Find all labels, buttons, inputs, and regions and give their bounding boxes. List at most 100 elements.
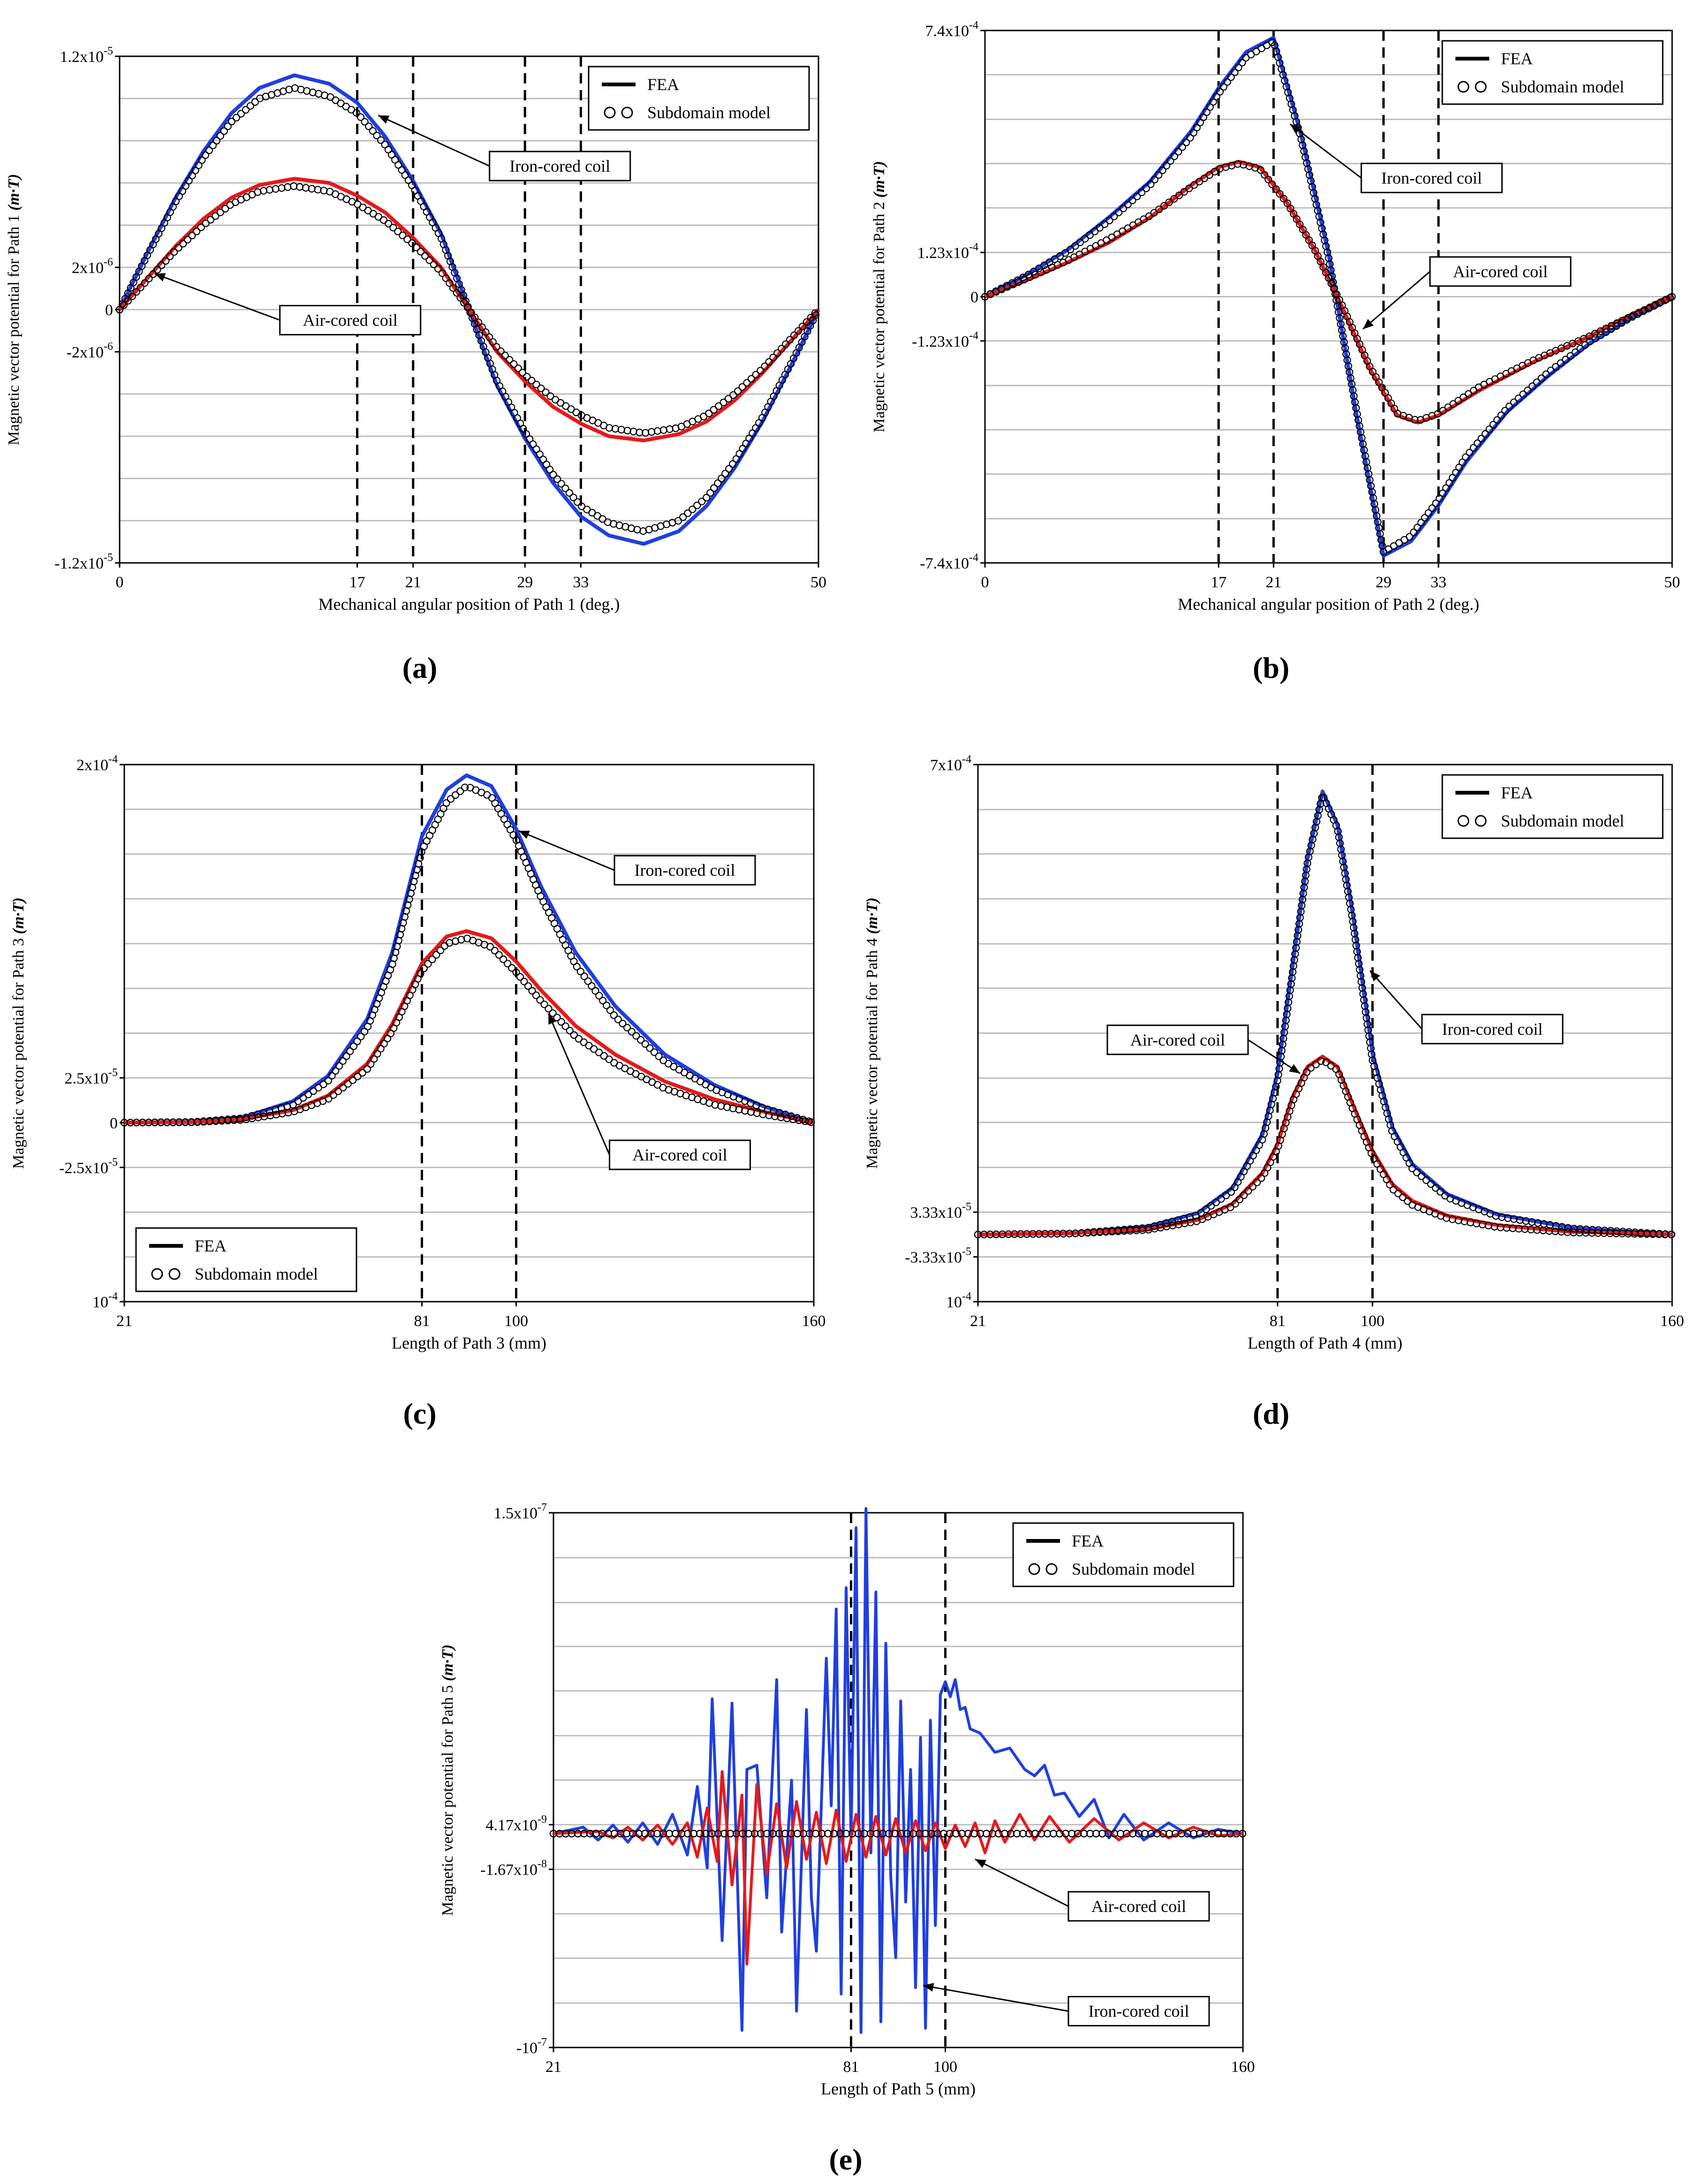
y-tick-label-base: 7.4x10 (925, 23, 969, 40)
subdomain-marker-iron (1202, 1206, 1210, 1213)
y-tick-label: 2.5x10-5 (65, 1067, 118, 1087)
subdomain-marker-iron (369, 127, 377, 135)
subdomain-marker-air (436, 947, 445, 955)
subdomain-marker-iron (1159, 167, 1166, 174)
subdomain-marker-air (1189, 1829, 1198, 1838)
subdomain-marker-iron (1424, 509, 1432, 517)
subdomain-marker-air (417, 248, 425, 256)
subdomain-marker-iron (1066, 245, 1075, 254)
subdomain-marker-air (367, 1060, 375, 1068)
subdomain-marker-air (1327, 1062, 1335, 1070)
subdomain-marker-iron (1410, 528, 1418, 537)
subdomain-marker-iron (1481, 430, 1489, 438)
subdomain-marker-iron (447, 795, 455, 803)
y-tick-label: -2.5x10-5 (59, 1156, 118, 1177)
series-line-iron-fea (553, 1507, 1243, 2034)
x-tick-label: 81 (843, 2058, 859, 2076)
y-axis-label-text: Magnetic vector potential for Path 2 (871, 197, 888, 432)
subdomain-marker-iron (628, 1028, 636, 1036)
subdomain-marker-air (711, 1101, 719, 1109)
subdomain-marker-air (1160, 202, 1168, 210)
subdomain-marker-air (1165, 1829, 1174, 1838)
subdomain-marker-iron (614, 1016, 622, 1024)
y-tick-label-base: 2x10 (76, 757, 108, 774)
y-tick-label: -1.2x10-5 (54, 552, 113, 572)
subdomain-marker-air (546, 392, 554, 400)
y-axis-label: Magnetic vector potential for Path 5 (m·… (439, 1645, 456, 1916)
subdomain-marker-iron (698, 498, 706, 506)
subdomain-marker-iron (398, 166, 406, 174)
x-tick-label: 81 (1270, 1312, 1286, 1330)
y-tick-label-exponent: -5 (104, 45, 113, 57)
subdomain-marker-air (566, 1027, 574, 1035)
y-tick-label: 2x10-6 (72, 256, 113, 277)
subdomain-marker-iron (365, 122, 373, 130)
subdomain-marker-iron (569, 493, 577, 501)
subdomain-marker-air (501, 351, 509, 360)
subdomain-marker-air (982, 1829, 991, 1838)
annotation-box (489, 151, 631, 182)
subdomain-marker-air (1668, 293, 1676, 301)
y-tick-label-base: -2x10 (67, 344, 104, 361)
subdomain-marker-air (334, 1087, 342, 1095)
series-line-air-fea (984, 159, 1673, 425)
subdomain-marker-air (308, 185, 316, 193)
subdomain-marker-air (320, 187, 328, 195)
subdomain-marker-air (773, 349, 781, 357)
annotation-label: Iron-cored coil (1088, 2002, 1189, 2021)
subdomain-marker-air (1253, 1178, 1261, 1186)
subdomain-marker-air (467, 309, 475, 317)
subdomain-marker-iron (1231, 68, 1239, 76)
subdomain-marker-air (166, 252, 174, 260)
subdomain-marker-iron (352, 109, 361, 117)
annotation-arrowhead (518, 831, 530, 839)
subdomain-marker-air (724, 394, 733, 403)
annotation-leader (975, 1858, 1069, 1907)
annotation-box (609, 1139, 751, 1170)
y-tick-label: 2x10-4 (76, 753, 118, 774)
y-axis-label-text: Magnetic vector potential for Path 3 (10, 934, 27, 1168)
subdomain-marker-air (611, 425, 620, 433)
annotation-box (279, 305, 422, 335)
subdomain-marker-air (449, 284, 457, 292)
subdomain-marker-iron (332, 1067, 340, 1075)
subdomain-marker-air (600, 1052, 608, 1060)
subdomain-marker-iron (714, 479, 722, 487)
subdomain-marker-air (512, 968, 520, 976)
subdomain-marker-air (1389, 1186, 1397, 1194)
y-tick-label-base: -7.4x10 (920, 555, 969, 572)
subdomain-marker-iron (1227, 1188, 1235, 1196)
subdomain-marker-air (491, 947, 499, 955)
caption-c: (c) (403, 1397, 436, 1430)
subdomain-marker-iron (246, 102, 255, 110)
subdomain-marker-iron (242, 106, 250, 114)
subdomain-marker-iron (599, 997, 607, 1005)
subdomain-marker-iron (591, 987, 599, 995)
subdomain-marker-air (120, 301, 128, 309)
subdomain-marker-air (421, 252, 429, 260)
subdomain-marker-air (1386, 1181, 1394, 1189)
annotation-label: Air-cored coil (632, 1145, 727, 1164)
subdomain-marker-iron (1427, 1180, 1435, 1188)
annotation-arrowhead (1363, 319, 1374, 329)
subdomain-marker-air (757, 366, 765, 375)
subdomain-marker-air (532, 380, 540, 388)
x-axis-label: Length of Path 4 (mm) (1248, 1334, 1402, 1352)
subdomain-marker-iron (623, 1024, 631, 1031)
legend-box (1441, 774, 1664, 839)
subdomain-marker-air (339, 1084, 347, 1092)
annotation-leader (547, 1013, 610, 1155)
subdomain-marker-air (1234, 160, 1242, 168)
subdomain-marker-iron (232, 114, 240, 121)
subdomain-marker-iron (1547, 366, 1555, 374)
subdomain-marker-air (430, 260, 438, 268)
subdomain-marker-iron (404, 176, 413, 184)
subdomain-marker-air (605, 1055, 613, 1063)
subdomain-marker-air (1303, 1068, 1310, 1076)
subdomain-marker-iron (536, 450, 544, 458)
subdomain-marker-iron (1155, 171, 1163, 179)
subdomain-marker-iron (324, 1077, 333, 1084)
subdomain-marker-air (1411, 416, 1419, 424)
subdomain-marker-iron (721, 470, 729, 478)
